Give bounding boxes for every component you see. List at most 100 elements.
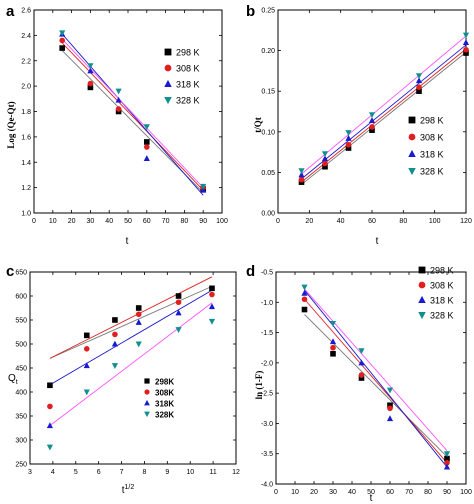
data-point-318 xyxy=(386,415,394,422)
x-tick-label: 0 xyxy=(274,489,278,496)
x-tick-label: 5 xyxy=(74,469,78,476)
y-tick-label: 0.05 xyxy=(261,170,275,177)
data-point-328 xyxy=(298,168,305,175)
y-tick-label: 1.8 xyxy=(21,109,31,116)
x-tick-label: 70 xyxy=(162,218,170,225)
x-tick-label: 0 xyxy=(276,218,280,225)
panel-c-xlabel: t1/2 xyxy=(122,484,135,496)
fit-line-328 xyxy=(301,35,467,175)
fit-line-308 xyxy=(49,276,213,359)
data-point-328 xyxy=(415,73,423,80)
x-tick-label: 9 xyxy=(165,469,169,476)
legend-label-308: 308 K xyxy=(430,281,454,291)
data-point-298 xyxy=(463,50,469,56)
legend-label-308: 308 K xyxy=(420,133,444,143)
x-tick-label: 100 xyxy=(460,489,472,496)
data-point-308 xyxy=(87,80,94,87)
y-tick-label: 2.0 xyxy=(21,84,31,91)
data-point-298 xyxy=(387,402,393,409)
panel-c-ylabel: Qt xyxy=(8,373,18,386)
fit-line-298 xyxy=(304,314,448,458)
y-tick-label: 300 xyxy=(15,438,27,445)
data-point-298 xyxy=(358,375,365,381)
x-tick-label: 10 xyxy=(49,218,57,225)
x-tick-label: 20 xyxy=(305,218,313,225)
y-tick-label: -4.0 xyxy=(261,482,273,489)
fit-line-308 xyxy=(304,298,448,464)
data-point-298 xyxy=(369,127,375,133)
data-point-308 xyxy=(144,144,150,150)
fit-line-308 xyxy=(301,48,467,183)
y-tick-label: 500 xyxy=(15,342,27,349)
legend-marker-298 xyxy=(164,48,172,56)
legend-marker-318 xyxy=(408,149,416,158)
y-tick-label: 2.2 xyxy=(21,58,31,65)
fit-line-298 xyxy=(49,285,213,359)
data-point-308 xyxy=(463,46,469,53)
panel-c: c Qt t1/2 3 4 5 6 7 8 9 10 11 12 250 300 350 400 450 50… xyxy=(6,263,240,496)
data-point-328 xyxy=(386,387,394,394)
panel-d-label: d xyxy=(246,263,255,280)
y-tick-label: 1.6 xyxy=(21,134,31,141)
y-tick-label: -3.0 xyxy=(261,421,273,428)
legend-marker-328 xyxy=(408,167,416,176)
data-point-318 xyxy=(200,186,207,193)
data-point-328 xyxy=(111,363,118,369)
data-point-318 xyxy=(301,289,308,296)
data-point-328 xyxy=(358,348,365,355)
data-point-318 xyxy=(143,155,150,161)
data-point-308 xyxy=(345,141,352,148)
fit-line-308 xyxy=(61,42,204,191)
legend-marker-328 xyxy=(418,311,426,320)
data-point-328 xyxy=(175,327,182,333)
data-point-328 xyxy=(135,341,142,348)
legend-label-318: 318 K xyxy=(420,150,444,160)
data-point-308 xyxy=(301,296,308,303)
x-tick-label: 50 xyxy=(367,489,375,496)
panel-a: a Log (Qe-Qt) t 0 10 20 30 40 50 60 70 80 90 100 1.… xyxy=(6,3,228,247)
data-point-298 xyxy=(175,293,182,299)
data-point-298 xyxy=(135,305,142,311)
legend-marker-298 xyxy=(418,266,426,274)
x-tick-label: 60 xyxy=(386,489,394,496)
x-tick-label: 60 xyxy=(143,218,151,225)
data-point-308 xyxy=(135,311,142,318)
y-tick-label: -2.5 xyxy=(261,391,273,398)
data-point-298 xyxy=(112,317,118,323)
legend-label-298: 298 K xyxy=(176,48,200,58)
y-tick-label: 400 xyxy=(15,390,27,397)
data-point-318 xyxy=(358,359,365,366)
legend-label-328: 328 K xyxy=(176,96,200,106)
y-tick-label: 350 xyxy=(15,414,27,421)
data-point-298 xyxy=(59,45,65,51)
y-tick-label: 2.4 xyxy=(21,33,31,40)
data-point-318 xyxy=(443,463,451,470)
data-point-298 xyxy=(322,163,328,170)
legend-marker-328 xyxy=(164,96,172,105)
data-point-328 xyxy=(345,130,352,136)
panel-d-plot-area: 0 10 20 30 40 50 60 70 80 90 100 -4.0 -3.5 -3.0 -2.5 -2… xyxy=(261,266,472,497)
y-tick-label: 2.6 xyxy=(21,8,31,15)
legend-label-308: 308 K xyxy=(176,64,200,74)
y-tick-label: -1.5 xyxy=(261,330,273,337)
fit-line-328 xyxy=(304,288,448,451)
legend-marker-298 xyxy=(144,378,150,384)
x-tick-label: 20 xyxy=(310,489,318,496)
y-tick-label: -2.0 xyxy=(261,360,273,367)
plot-frame xyxy=(29,271,237,465)
data-point-298 xyxy=(416,88,422,94)
x-tick-label: 30 xyxy=(87,218,95,225)
x-tick-label: 11 xyxy=(209,469,216,476)
panel-a-ylabel: Log (Qe-Qt) xyxy=(6,101,16,148)
data-point-318 xyxy=(368,117,376,123)
data-point-318 xyxy=(175,309,182,316)
data-point-318 xyxy=(87,67,94,74)
data-point-328 xyxy=(329,320,337,327)
panel-b: b t/Qt t 0 20 40 60 80 100 120 0.00 0.05 0.10 0.15… xyxy=(246,3,472,247)
data-point-318 xyxy=(111,340,118,347)
data-point-308 xyxy=(358,372,365,378)
x-tick-label: 10 xyxy=(291,489,299,496)
y-tick-label: -3.5 xyxy=(261,451,273,458)
fit-line-298 xyxy=(301,51,467,185)
data-point-328 xyxy=(200,183,207,190)
